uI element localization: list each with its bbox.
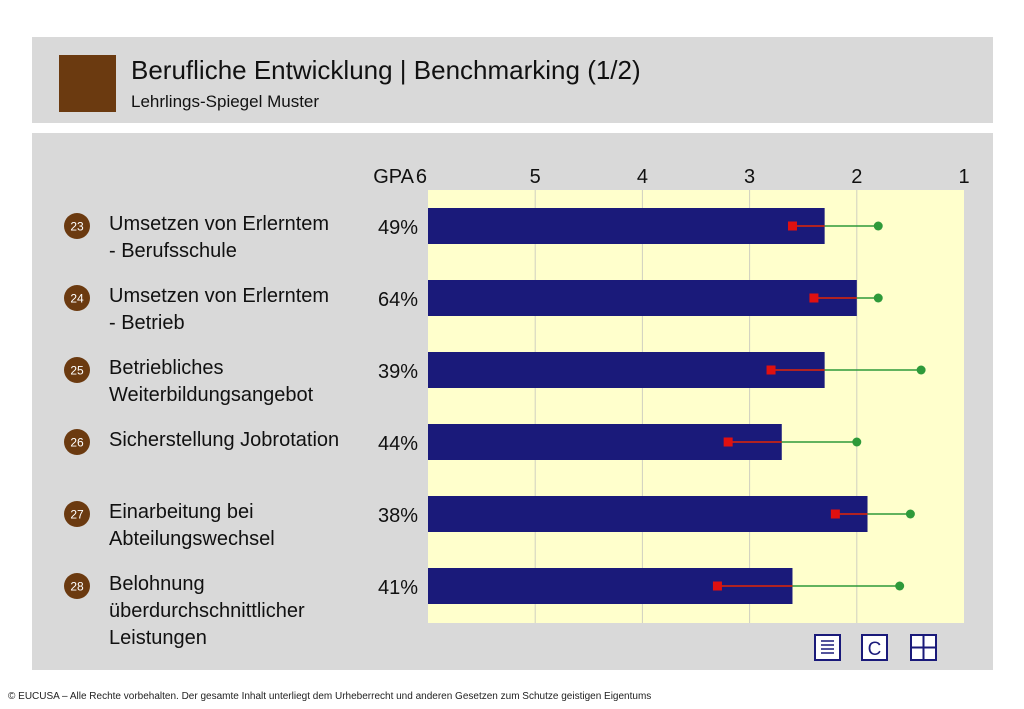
item-label: Abteilungswechsel [109, 528, 275, 550]
c-icon-label: C [868, 639, 882, 660]
red-marker [712, 581, 722, 591]
red-marker [830, 509, 840, 519]
item-label: - Betrieb [109, 312, 185, 334]
page-subtitle: Lehrlings-Spiegel Muster [131, 92, 320, 111]
green-marker [905, 509, 915, 519]
tick-label: 6 [416, 166, 427, 188]
item-number: 28 [70, 580, 84, 594]
tick-label: 1 [958, 166, 969, 188]
item-number: 27 [70, 508, 84, 522]
percent-label: 64% [378, 289, 418, 311]
red-marker [766, 365, 776, 375]
plot-background [428, 190, 964, 623]
item-label: Leistungen [109, 627, 207, 649]
item-number-badge [64, 285, 90, 311]
item-number-badge [64, 357, 90, 383]
item-number-badge [64, 501, 90, 527]
logo-square [59, 55, 116, 112]
item-label: Betriebliches [109, 357, 224, 379]
item-label: Umsetzen von Erlerntem [109, 285, 329, 307]
percent-label: 39% [378, 361, 418, 383]
item-label: Weiterbildungsangebot [109, 384, 314, 406]
item-label: Umsetzen von Erlerntem [109, 213, 329, 235]
tick-label: 3 [744, 166, 755, 188]
bar [428, 280, 857, 316]
page-title: Berufliche Entwicklung | Benchmarking (1… [131, 55, 641, 85]
item-label: Einarbeitung bei [109, 501, 254, 523]
item-number: 23 [70, 220, 84, 234]
chart-row: 28 Belohnung überdurchschnittlicher Leistun… [64, 568, 905, 649]
green-marker [873, 221, 883, 231]
chart-row: 23 Umsetzen von Erlerntem - Berufsschule 49… [64, 208, 883, 262]
green-marker [895, 581, 905, 591]
header: Berufliche Entwicklung | Benchmarking (1… [32, 37, 993, 123]
tick-label: 2 [851, 166, 862, 188]
percent-label: 44% [378, 433, 418, 455]
item-label: überdurchschnittlicher [109, 600, 305, 622]
percent-label: 38% [378, 505, 418, 527]
chart-row: 27 Einarbeitung bei Abteilungswechsel 38% [64, 496, 915, 550]
red-marker [723, 437, 733, 447]
green-marker [852, 437, 862, 447]
bar [428, 496, 868, 532]
green-marker [873, 293, 883, 303]
tick-label: 5 [530, 166, 541, 188]
percent-label: 41% [378, 577, 418, 599]
percent-label: 49% [378, 217, 418, 239]
item-number-badge [64, 573, 90, 599]
item-label: Belohnung [109, 573, 205, 595]
chart-row: 25 Betriebliches Weiterbildungsangebot 39% [64, 352, 926, 406]
chart-row: 26 Sicherstellung Jobrotation 44% [64, 424, 862, 460]
green-marker [916, 365, 926, 375]
item-number: 25 [70, 364, 84, 378]
bar [428, 208, 825, 244]
tick-label: 4 [637, 166, 648, 188]
chart-row: 24 Umsetzen von Erlerntem - Betrieb 64% [64, 280, 883, 334]
bar [428, 424, 782, 460]
axis-label: GPA [373, 166, 414, 188]
item-label: - Berufsschule [109, 240, 237, 262]
item-number-badge [64, 429, 90, 455]
item-number: 26 [70, 436, 84, 450]
list-icon[interactable] [814, 634, 841, 661]
red-marker [787, 221, 797, 231]
item-number: 24 [70, 292, 84, 306]
copyright-footer: © EUCUSA – Alle Rechte vorbehalten. Der … [8, 691, 652, 702]
c-icon[interactable] [861, 634, 888, 661]
item-number-badge [64, 213, 90, 239]
red-marker [809, 293, 819, 303]
item-label: Sicherstellung Jobrotation [109, 429, 339, 451]
bar [428, 352, 825, 388]
